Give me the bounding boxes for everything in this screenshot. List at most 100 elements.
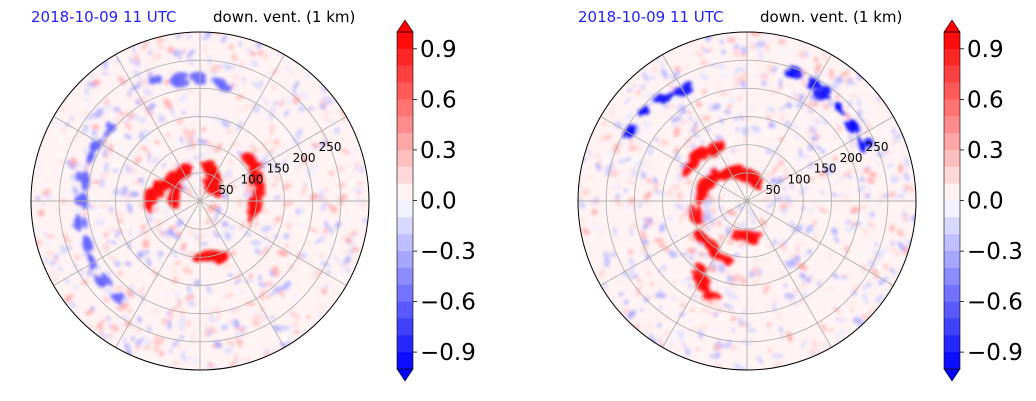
field-cell: [128, 267, 135, 274]
field-cell: [747, 139, 755, 149]
field-cell: [761, 313, 767, 322]
field-cell: [865, 193, 871, 199]
field-cell: [93, 218, 106, 226]
field-cell: [161, 317, 168, 326]
field-band-cell: [87, 151, 95, 163]
field-cell: [150, 211, 161, 219]
field-cell: [771, 353, 784, 359]
field-cell: [176, 33, 181, 39]
field-cell: [747, 132, 753, 141]
colorbar-segment: [944, 200, 960, 218]
field-cell: [139, 79, 151, 87]
field-band-cell: [699, 192, 704, 204]
field-cell: [129, 191, 140, 198]
field-cell: [180, 34, 185, 37]
field-cell: [312, 257, 322, 266]
field-cell: [210, 64, 222, 73]
field-cell: [269, 316, 275, 320]
field-cell: [290, 311, 297, 317]
field-cell: [143, 95, 156, 98]
field-cell: [887, 163, 894, 169]
field-cell: [661, 68, 669, 80]
field-cell: [125, 287, 134, 298]
field-cell: [610, 251, 617, 258]
field-cell: [896, 228, 905, 237]
field-cell: [799, 272, 807, 280]
field-cell: [254, 248, 261, 255]
field-cell: [92, 79, 101, 86]
field-cell: [765, 305, 770, 308]
radial-tick-label: 200: [293, 151, 316, 165]
field-cell: [225, 212, 231, 219]
field-cell: [644, 127, 649, 133]
field-cell: [107, 65, 114, 71]
field-cell: [140, 266, 147, 274]
field-cell: [203, 313, 209, 318]
field-cell: [83, 124, 89, 130]
grid-spoke: [746, 200, 832, 348]
field-cell: [815, 145, 822, 150]
field-cell: [820, 322, 828, 333]
field-cell: [874, 242, 879, 248]
field-cell: [169, 348, 173, 354]
field-cell: [152, 308, 159, 314]
field-cell: [308, 163, 317, 174]
field-cell: [120, 55, 128, 59]
field-cell: [153, 347, 161, 353]
field-cell: [595, 153, 601, 159]
field-cell: [827, 100, 830, 105]
field-cell: [328, 119, 334, 125]
field-cell: [759, 213, 766, 220]
field-band-cell: [103, 123, 116, 138]
field-cell: [71, 272, 76, 282]
field-cell: [883, 193, 889, 199]
colorbar-segment: [944, 335, 960, 353]
field-cell: [174, 290, 181, 296]
field-cell: [129, 181, 137, 186]
field-cell: [792, 152, 796, 161]
field-cell: [630, 153, 640, 161]
field-cell: [686, 233, 695, 242]
field-cell: [798, 93, 804, 101]
field-cell: [85, 309, 94, 316]
field-cell: [255, 80, 262, 86]
field-cell: [678, 331, 684, 343]
field-cell: [282, 158, 287, 166]
field-cell: [292, 273, 304, 277]
field-cell: [344, 244, 355, 251]
field-cell: [690, 308, 696, 312]
field-cell: [833, 321, 842, 328]
field-cell: [628, 227, 634, 237]
field-cell: [87, 87, 95, 95]
field-cell: [196, 139, 208, 145]
field-cell: [798, 147, 803, 158]
field-cell: [69, 301, 77, 309]
field-cell: [182, 348, 186, 358]
field-cell: [821, 144, 828, 151]
radial-tick-label: 100: [241, 172, 264, 186]
field-cell: [324, 220, 328, 228]
field-cell: [112, 285, 124, 292]
field-cell: [641, 249, 646, 254]
field-cell: [762, 196, 771, 201]
field-cell: [245, 348, 250, 352]
field-cell: [579, 201, 585, 208]
field-cell: [355, 197, 361, 207]
field-cell: [718, 343, 726, 349]
field-cell: [306, 315, 311, 320]
colorbar-segment: [397, 200, 413, 218]
field-cell: [221, 221, 229, 228]
field-cell: [732, 362, 740, 370]
field-cell: [798, 189, 806, 196]
field-band-cell: [82, 216, 88, 229]
field-cell: [175, 344, 182, 350]
field-cell: [675, 102, 683, 111]
field-cell: [690, 354, 695, 358]
field-cell: [646, 178, 653, 184]
field-cell: [749, 211, 756, 218]
field-cell: [773, 234, 780, 240]
field-cell: [868, 211, 872, 220]
field-cell: [128, 227, 133, 237]
field-cell: [829, 254, 834, 261]
